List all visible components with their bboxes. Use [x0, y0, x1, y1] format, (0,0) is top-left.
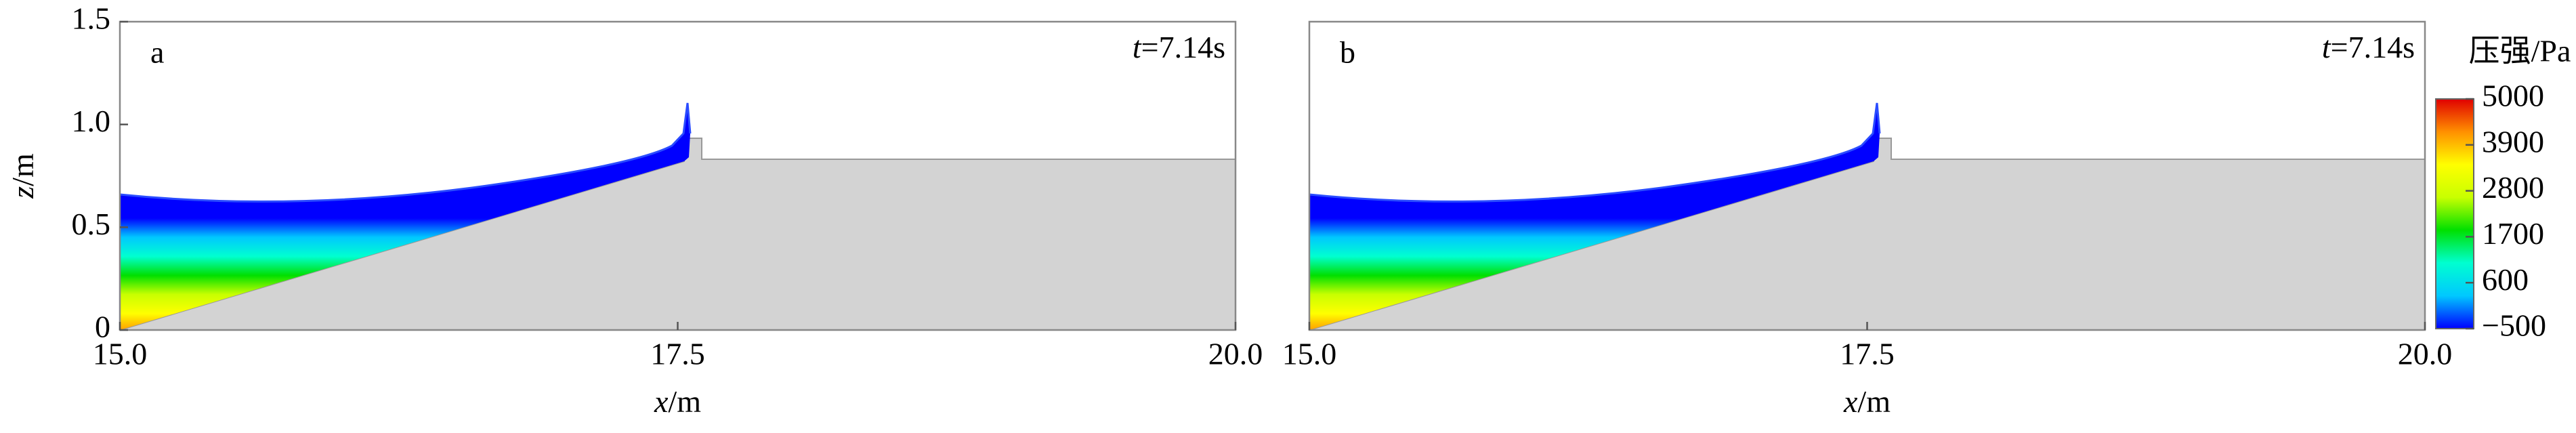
x-symbol: x: [1843, 384, 1858, 419]
time-symbol: t: [1133, 30, 1142, 64]
panel-label: b: [1340, 35, 1355, 70]
y-symbol: z: [5, 186, 40, 199]
x-axis-title: x/m: [654, 384, 701, 419]
y-tick-label: 1.5: [72, 1, 111, 36]
x-tick-label: 17.5: [650, 337, 705, 371]
time-annotation: t=7.14s: [2322, 30, 2415, 64]
colorbar-tick-label: 600: [2482, 262, 2529, 297]
colorbar-tick-label: 3900: [2482, 124, 2544, 159]
x-symbol: x: [654, 384, 669, 419]
colorbar-tick-label: 2800: [2482, 170, 2544, 205]
colorbar-tick-label: 5000: [2482, 79, 2544, 113]
y-axis-title: z/m: [5, 153, 40, 199]
x-tick-label: 17.5: [1840, 337, 1895, 371]
panel-label: a: [150, 35, 164, 70]
x-tick-label: 15.0: [1282, 337, 1337, 371]
time-value: =7.14s: [2331, 30, 2415, 64]
colorbar-tick-label: 1700: [2482, 216, 2544, 251]
colorbar-label: 压强/Pa: [2469, 34, 2571, 68]
x-tick-label: 15.0: [93, 337, 148, 371]
y-unit: /m: [5, 153, 40, 186]
time-annotation: t=7.14s: [1133, 30, 1225, 64]
y-tick-label: 0: [95, 310, 110, 344]
x-tick-label: 20.0: [1208, 337, 1263, 371]
x-axis-title: x/m: [1843, 384, 1891, 419]
x-tick-label: 20.0: [2398, 337, 2453, 371]
y-tick-label: 0.5: [72, 207, 111, 241]
x-unit: /m: [668, 384, 701, 419]
time-value: =7.14s: [1141, 30, 1225, 64]
scene-b: [1308, 102, 2426, 331]
y-tick-label: 1.0: [72, 104, 111, 138]
colorbar-tick-label: −500: [2482, 308, 2546, 343]
colorbar: [2435, 98, 2474, 329]
scene-a: [119, 102, 1237, 331]
time-symbol: t: [2322, 30, 2331, 64]
x-unit: /m: [1857, 384, 1891, 419]
